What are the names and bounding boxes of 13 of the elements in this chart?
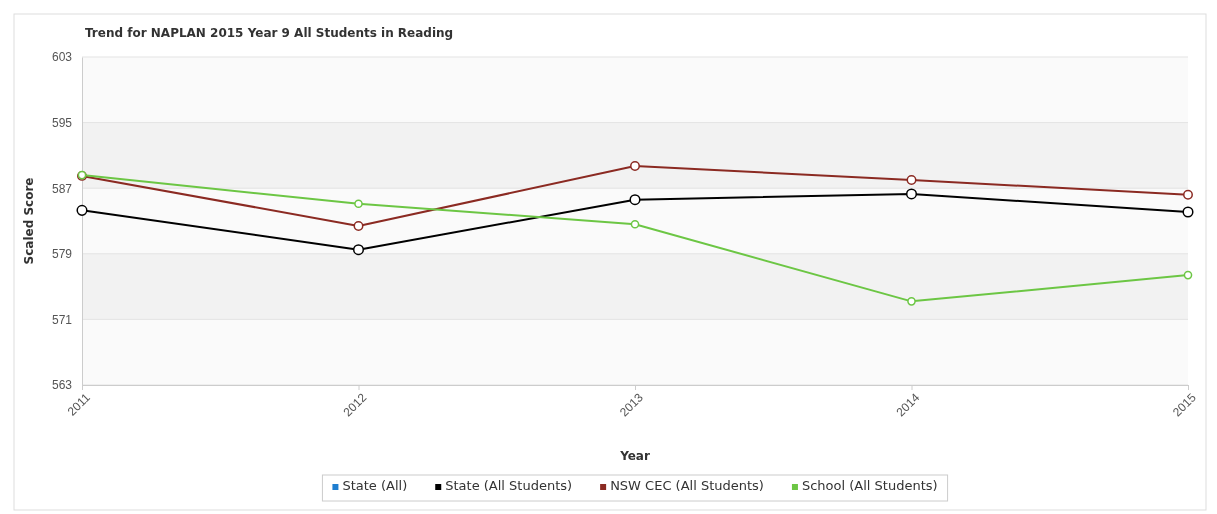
y-tick-label: 603 xyxy=(51,50,73,65)
y-tick-label: 587 xyxy=(51,181,73,196)
y-tick-label: 579 xyxy=(51,247,73,262)
legend-label: School (All Students) xyxy=(801,478,938,493)
legend-label: State (All Students) xyxy=(445,478,573,493)
y-tick-label: 563 xyxy=(51,378,73,393)
y-axis-title: Scaled Score xyxy=(22,177,36,265)
chart-title: Trend for NAPLAN 2015 Year 9 All Students in Reading xyxy=(85,26,454,40)
x-axis-title: Year xyxy=(619,449,650,463)
legend-label: NSW CEC (All Students) xyxy=(610,478,764,493)
legend-label: State (All) xyxy=(342,478,408,493)
y-tick-label: 571 xyxy=(51,312,73,327)
y-tick-label: 595 xyxy=(51,115,73,130)
